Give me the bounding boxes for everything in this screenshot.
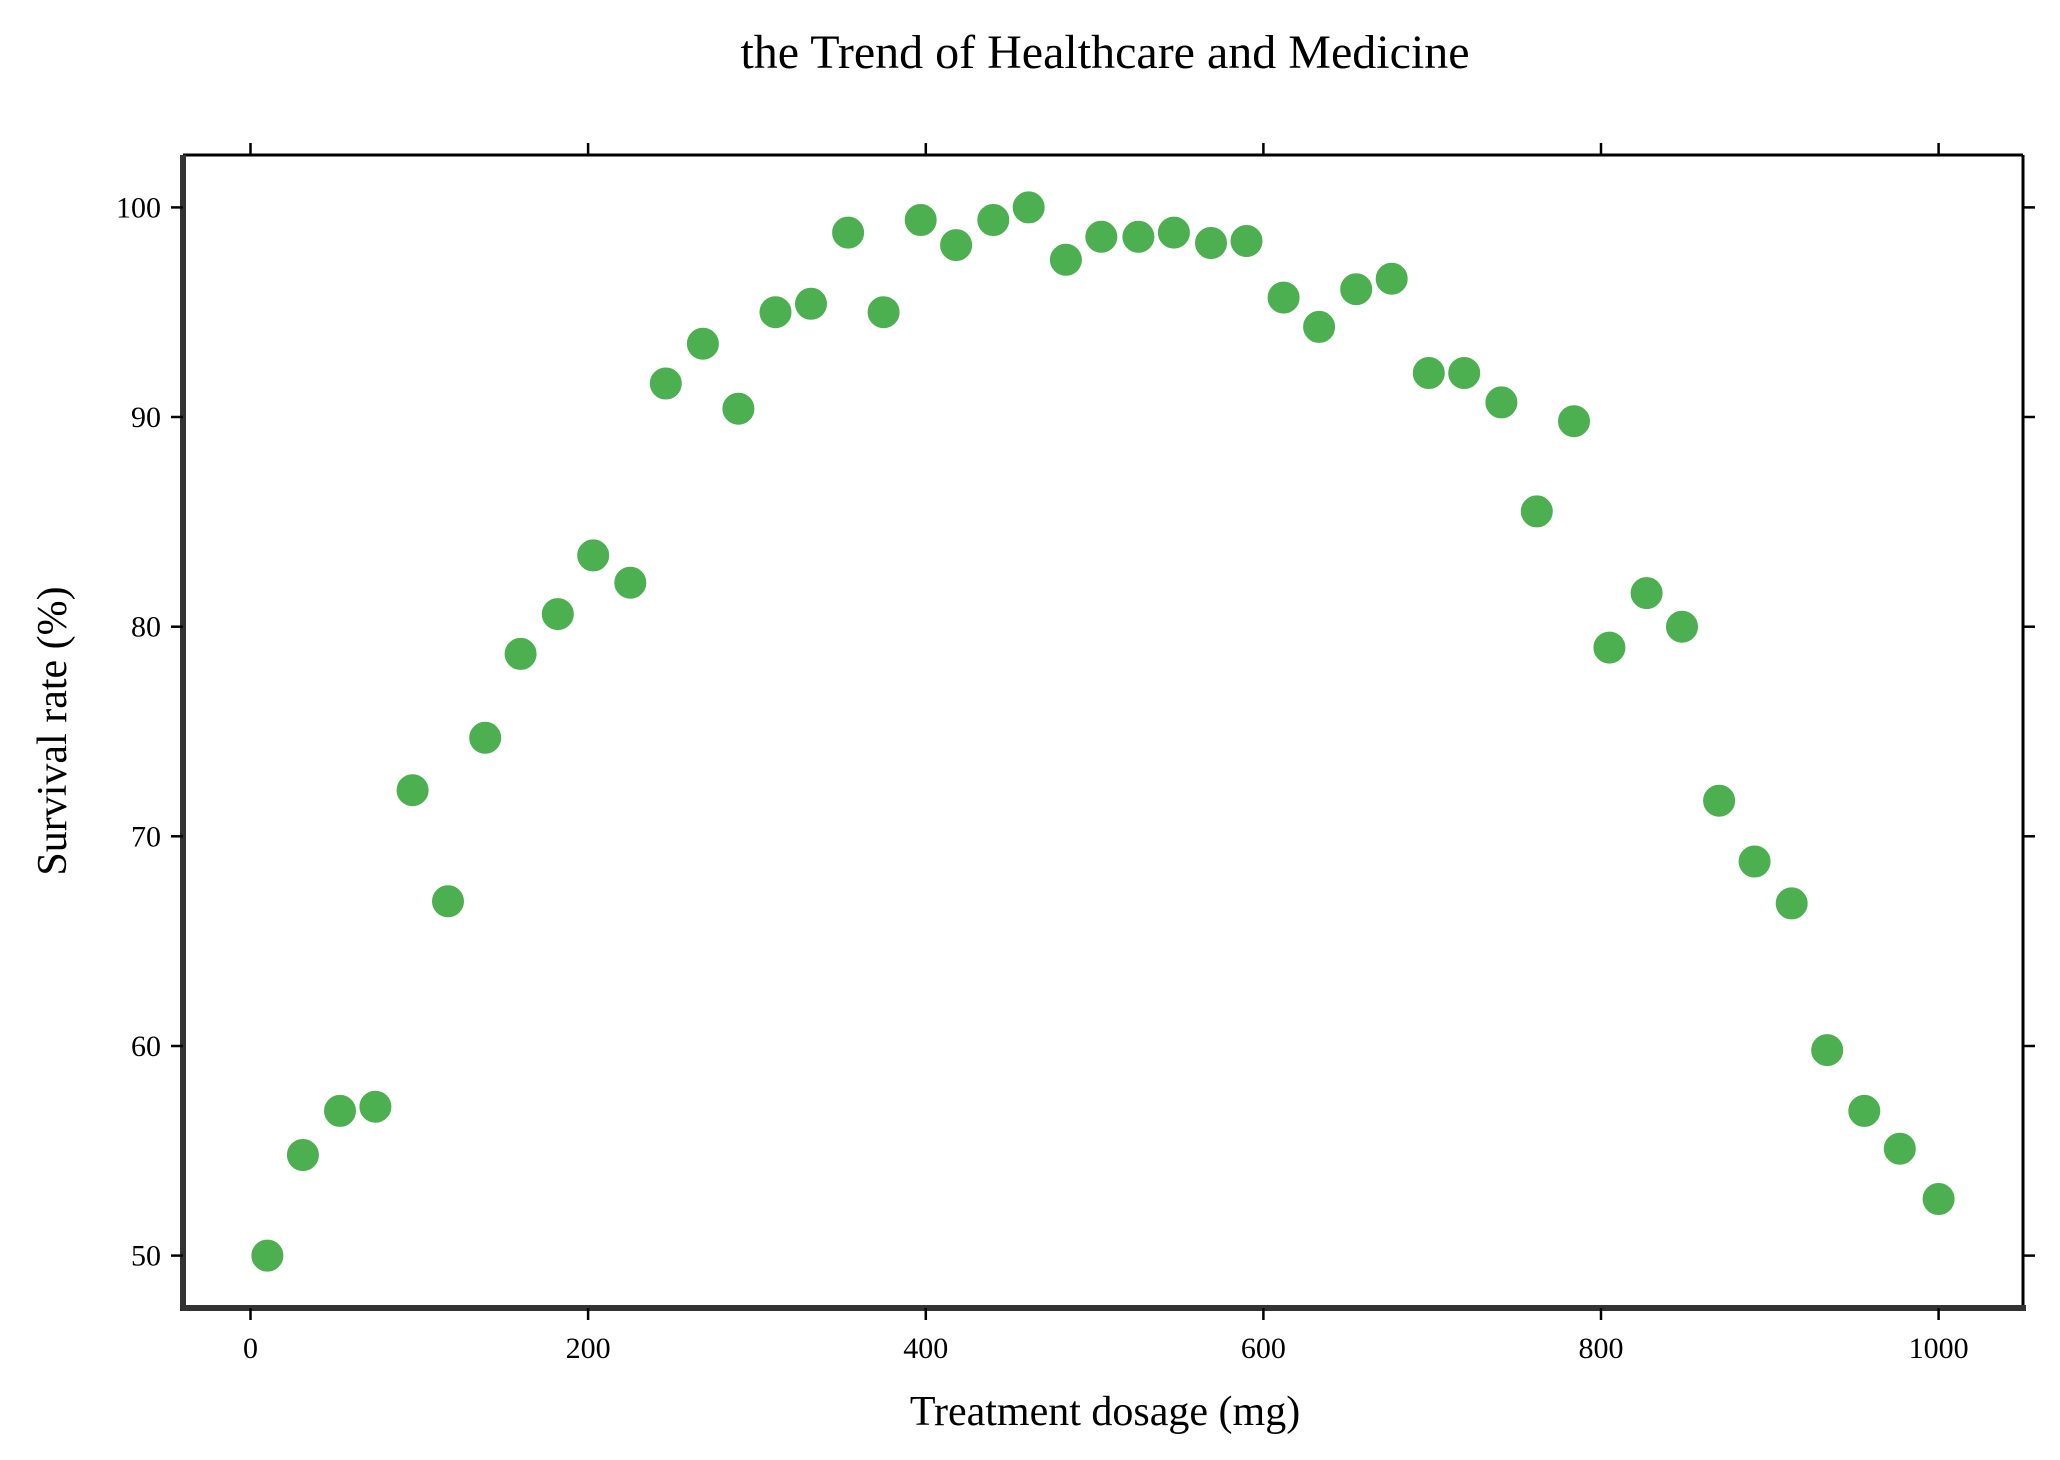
data-point [284, 1137, 321, 1173]
data-point [1483, 384, 1520, 421]
data-point [793, 285, 829, 322]
x-tick-label: 1000 [1909, 1332, 1969, 1365]
y-tick-label: 80 [131, 611, 161, 644]
axis-ticks: 0 200 400 600 800 1000 50 60 70 80 90 100 [116, 143, 2035, 1365]
data-point [1010, 189, 1047, 226]
data-point [1809, 1032, 1846, 1069]
x-axis-label: Treatment dosage (mg) [910, 1389, 1300, 1435]
y-tick-label: 50 [131, 1240, 161, 1273]
data-point [430, 883, 466, 920]
data-point [249, 1237, 286, 1274]
data-point [1701, 782, 1738, 819]
y-tick-label: 90 [131, 401, 161, 434]
data-point [647, 365, 684, 402]
data-points [249, 189, 1957, 1274]
y-axis-label: Survival rate (%) [30, 586, 76, 875]
data-point [575, 537, 612, 574]
data-point [1664, 608, 1700, 645]
data-point [467, 719, 504, 756]
data-point [902, 202, 939, 238]
x-tick-label: 400 [903, 1332, 948, 1365]
data-point [1846, 1092, 1883, 1129]
data-point [357, 1088, 394, 1125]
plot-area: 0 200 400 600 800 1000 50 60 70 80 90 100 [116, 143, 2035, 1365]
data-point [1047, 241, 1084, 278]
y-tick-label: 70 [131, 820, 161, 853]
data-point [865, 294, 902, 331]
x-tick-label: 200 [566, 1332, 611, 1365]
data-point [1518, 493, 1555, 530]
data-point [1628, 575, 1665, 612]
data-point [1773, 885, 1810, 922]
data-point [502, 635, 539, 672]
data-point [539, 596, 576, 633]
data-point [1446, 355, 1483, 391]
data-point [1155, 214, 1192, 251]
plot-background [183, 155, 2023, 1308]
data-point [1736, 843, 1773, 880]
data-point [1881, 1130, 1918, 1167]
data-point [322, 1092, 358, 1129]
data-point [757, 294, 794, 331]
data-point [1193, 225, 1229, 261]
data-point [1228, 223, 1265, 259]
data-point [1120, 218, 1157, 255]
data-point [1556, 403, 1592, 440]
data-point [975, 202, 1012, 238]
data-point [394, 772, 431, 809]
data-point [830, 214, 867, 251]
data-point [1591, 629, 1628, 666]
y-tick-label: 100 [116, 191, 161, 224]
y-tick-label: 60 [131, 1030, 161, 1063]
data-point [612, 564, 649, 601]
x-tick-label: 800 [1579, 1332, 1624, 1365]
chart-title: the Trend of Healthcare and Medicine [740, 26, 1469, 79]
data-point [720, 390, 757, 427]
data-point [938, 227, 975, 264]
data-point [1410, 355, 1447, 391]
data-point [684, 325, 721, 362]
data-point [1301, 308, 1338, 345]
x-tick-label: 0 [243, 1332, 258, 1365]
data-point [1338, 271, 1375, 308]
data-point [1920, 1181, 1957, 1217]
data-point [1373, 260, 1410, 297]
data-point [1083, 218, 1120, 255]
data-point [1265, 279, 1302, 316]
x-tick-label: 600 [1241, 1332, 1286, 1365]
